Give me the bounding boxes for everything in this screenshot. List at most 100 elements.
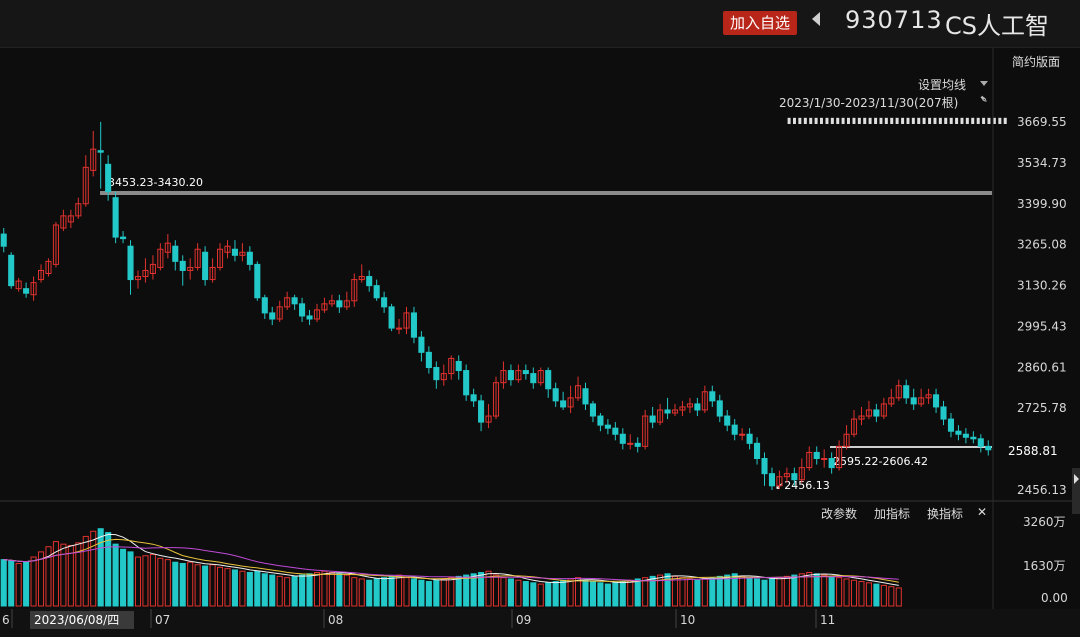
- volume-bar: [858, 581, 865, 607]
- volume-bar: [373, 578, 380, 607]
- zoom-scroll-indicator[interactable]: ▮▮▮▮▮▮▮▮▮▮▮▮▮▮▮▮▮▮▮▮▮▮▮▮▮▮▮▮▮▮▮▮▮▮▮▮▮▮▮▮…: [787, 116, 1009, 125]
- volume-bar: [731, 573, 738, 607]
- volume-bar: [336, 573, 343, 607]
- chevron-down-icon[interactable]: [980, 81, 988, 86]
- swap-indicator-button[interactable]: 换指标: [927, 507, 964, 521]
- candle-body: [388, 306, 395, 329]
- chevron-right-icon[interactable]: [1074, 474, 1079, 484]
- candle-body: [657, 409, 664, 423]
- volume-bar: [500, 577, 507, 607]
- price-axis-label: 2725.78: [1017, 401, 1067, 415]
- volume-bar: [403, 577, 410, 607]
- price-axis-label: 2995.43: [1017, 319, 1067, 333]
- candle-body: [82, 166, 89, 205]
- candle-body: [134, 276, 142, 281]
- volume-bar: [343, 574, 350, 607]
- close-icon[interactable]: ✕: [977, 505, 988, 519]
- candle-body: [463, 370, 470, 396]
- volume-bar: [291, 575, 298, 607]
- volume-bar: [850, 579, 858, 607]
- cursor-date-label: 2023/06/08/四: [34, 613, 119, 627]
- candle-body: [336, 300, 343, 308]
- volume-bar: [813, 573, 820, 607]
- volume-bar: [612, 582, 619, 607]
- volume-bar: [582, 579, 589, 607]
- volume-bar: [768, 578, 776, 607]
- volume-bar: [396, 574, 403, 607]
- candle-body: [970, 436, 977, 440]
- back-arrow-icon[interactable]: [812, 12, 820, 26]
- candle-body: [880, 403, 887, 417]
- candle-body: [731, 424, 738, 435]
- ma-setting-button[interactable]: 设置均线: [918, 78, 967, 92]
- volume-bar: [709, 577, 716, 607]
- volume-bar: [23, 561, 30, 607]
- candle-body: [612, 427, 619, 435]
- candle-body: [649, 415, 656, 423]
- candle-body: [433, 367, 440, 381]
- candle-body: [485, 415, 492, 423]
- candle-body: [552, 388, 559, 402]
- candle-body: [515, 370, 522, 381]
- volume-bar: [97, 528, 104, 607]
- candle-body: [791, 473, 798, 481]
- candle-body: [478, 400, 485, 423]
- volume-bar: [492, 574, 500, 607]
- candle-body: [470, 394, 477, 402]
- volume-bar: [843, 578, 850, 607]
- volume-bar: [478, 572, 485, 607]
- candle-body: [865, 409, 872, 417]
- candle-body: [783, 473, 790, 478]
- candle-body: [955, 430, 962, 435]
- candle-body: [112, 197, 119, 238]
- volume-bar: [216, 566, 224, 607]
- candle-body: [500, 370, 507, 384]
- candle-body: [776, 476, 783, 487]
- add-indicator-button[interactable]: 加指标: [874, 507, 911, 521]
- volume-ma-line: [3, 546, 899, 582]
- candle-body: [895, 385, 902, 399]
- candle-body: [492, 382, 500, 417]
- month-label: 10: [680, 613, 695, 627]
- candle-body: [313, 309, 321, 320]
- candle-body: [910, 397, 917, 405]
- low-point-label: ↙2456.13: [775, 479, 830, 492]
- volume-bar: [157, 557, 164, 607]
- volume-axis-label: 0.00: [1041, 591, 1068, 605]
- volume-bar: [425, 581, 432, 607]
- volume-bar: [75, 542, 82, 607]
- index-code: 930713: [845, 6, 943, 34]
- candle-body: [560, 400, 567, 408]
- volume-bar: [30, 556, 37, 607]
- candle-body: [403, 312, 410, 329]
- volume-bar: [657, 574, 664, 607]
- volume-bar: [865, 582, 872, 607]
- candle-body: [813, 451, 820, 459]
- candle-body: [105, 163, 112, 193]
- price-axis-label: 2860.61: [1017, 360, 1067, 374]
- candle-body: [30, 282, 37, 296]
- candle-body: [276, 306, 283, 320]
- candle-body: [343, 300, 350, 308]
- candle-body: [679, 406, 686, 411]
- change-params-button[interactable]: 改参数: [821, 507, 858, 521]
- volume-bar: [634, 578, 641, 607]
- candle-body: [216, 248, 224, 268]
- candle-body: [254, 263, 261, 299]
- volume-bar: [239, 570, 246, 607]
- volume-bar: [619, 581, 626, 607]
- candle-body: [358, 276, 365, 281]
- side-panel-toggle[interactable]: [1072, 468, 1080, 514]
- add-watchlist-button[interactable]: 加入自选: [723, 11, 797, 35]
- candle-body: [418, 336, 425, 353]
- candle-body: [396, 327, 403, 330]
- volume-bar: [485, 570, 492, 607]
- volume-bar: [299, 574, 306, 607]
- candle-body: [246, 251, 253, 265]
- volume-bar: [828, 575, 835, 607]
- price-axis-label: 3130.26: [1017, 279, 1067, 293]
- simple-layout-button[interactable]: 简约版面: [1012, 55, 1061, 69]
- candle-body: [828, 457, 835, 469]
- volume-bar: [179, 562, 186, 607]
